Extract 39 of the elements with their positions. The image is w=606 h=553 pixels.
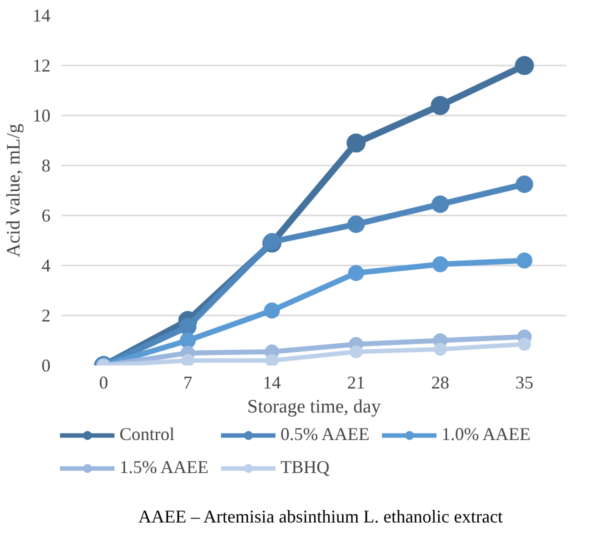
x-tick-label: 7 — [183, 372, 192, 392]
x-tick-label: 21 — [347, 372, 366, 392]
text: AAEE – Artemisia absinthium L. ethanolic extract — [138, 506, 503, 526]
y-axis-title: Acid value, mL/g — [4, 123, 24, 258]
point — [180, 332, 196, 348]
point — [432, 256, 448, 272]
point — [434, 342, 447, 356]
point — [265, 354, 278, 366]
x-tick-label: 35 — [515, 372, 534, 392]
point — [346, 134, 366, 152]
point — [348, 265, 364, 281]
legend-label: 1.5% AAEE — [120, 457, 208, 478]
legend-label: 1.0% AAEE — [442, 424, 530, 445]
point — [179, 318, 196, 336]
point — [264, 302, 280, 318]
y-tick-label: 12 — [32, 56, 50, 76]
point — [181, 354, 194, 366]
point — [516, 176, 534, 193]
point — [432, 196, 449, 213]
point — [430, 96, 450, 115]
x-tick-label: 0 — [99, 372, 108, 392]
x-tick-label: 28 — [431, 372, 450, 392]
x-axis-title: Storage time, day — [247, 396, 382, 418]
y-tick-label: 6 — [42, 206, 50, 226]
legend-label: 0.5% AAEE — [280, 424, 370, 445]
point — [347, 216, 365, 233]
point — [514, 56, 534, 75]
legend-label: Control — [120, 424, 175, 445]
y-tick-label: 14 — [32, 6, 50, 26]
x-tick-label: 14 — [262, 372, 281, 392]
y-tick-label: 8 — [42, 156, 50, 176]
point — [518, 338, 531, 351]
point — [516, 252, 532, 268]
y-tick-label: 0 — [42, 356, 50, 376]
point — [350, 345, 363, 358]
y-tick-label: 10 — [32, 106, 50, 126]
legend-label: TBHQ — [280, 457, 330, 478]
y-tick-label: 2 — [42, 306, 50, 326]
y-tick-label: 4 — [42, 256, 50, 276]
